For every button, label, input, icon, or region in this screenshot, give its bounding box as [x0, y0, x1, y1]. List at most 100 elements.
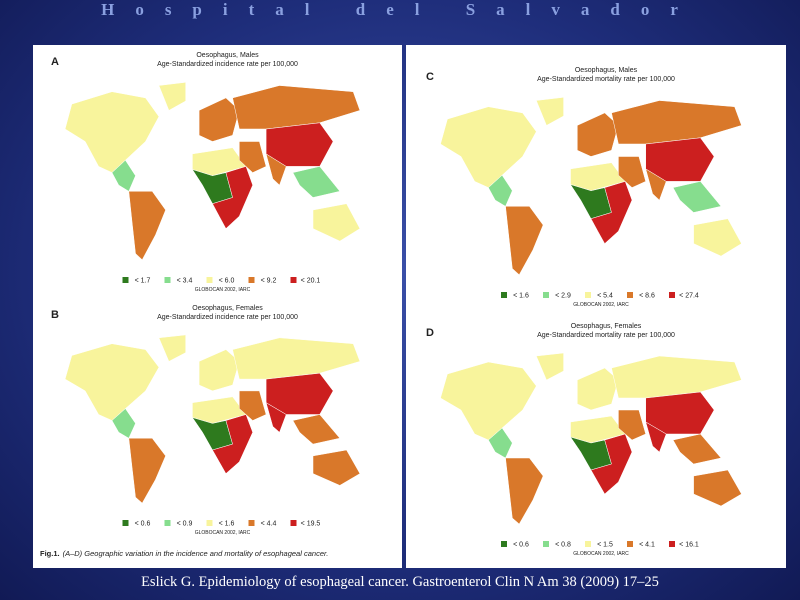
legend-swatch	[290, 277, 297, 283]
map-source: GLOBOCAN 2002, IARC	[195, 530, 251, 536]
legend-label: < 2.9	[555, 293, 571, 300]
map-region	[505, 206, 544, 276]
map-panel: C Oesophagus, Males Age-Standardized morta…	[426, 67, 742, 308]
map-region	[570, 415, 626, 444]
legend-label: < 0.8	[555, 542, 571, 549]
map-region	[505, 457, 544, 525]
legend-swatch	[627, 292, 633, 298]
legend-label: < 1.6	[513, 293, 529, 300]
panel-subtitle: Age-Standardized mortality rate per 100,…	[537, 332, 675, 339]
map-source: GLOBOCAN 2002, IARC	[573, 302, 629, 308]
map-region	[693, 218, 742, 257]
legend-label: < 1.5	[597, 542, 613, 549]
map-region	[577, 112, 619, 157]
legend-label: < 8.6	[639, 293, 655, 300]
map-region	[64, 91, 160, 173]
map-region	[198, 97, 240, 142]
map-region	[158, 334, 186, 362]
legend-swatch	[627, 541, 633, 547]
legend-swatch	[290, 520, 297, 526]
legend-swatch	[585, 541, 591, 547]
slide-header: Hospital del Salvador	[101, 0, 699, 19]
legend-swatch	[164, 277, 171, 283]
map-region	[618, 409, 646, 441]
map-region	[672, 181, 722, 213]
legend-label: < 4.4	[261, 521, 277, 528]
figure-caption: Fig.1. (A–D) Geographic variation in the …	[40, 549, 328, 558]
legend-label: < 5.4	[597, 293, 613, 300]
panel-letter: A	[51, 56, 59, 68]
map-region	[488, 427, 513, 459]
legend-label: < 16.1	[679, 542, 699, 549]
legend-swatch	[206, 520, 213, 526]
map-region	[645, 137, 715, 182]
map-region	[192, 396, 247, 424]
map-region	[239, 390, 267, 421]
map-region	[292, 166, 341, 198]
map-region	[618, 156, 646, 188]
map-region	[535, 352, 564, 381]
panel-subtitle: Age-Standardized incidence rate per 100,…	[157, 61, 298, 68]
panel-subtitle: Age-Standardized mortality rate per 100,…	[537, 76, 675, 83]
map-region	[570, 162, 626, 191]
legend-label: < 0.9	[177, 521, 193, 528]
caption-text: (A–D) Geographic variation in the incide…	[62, 549, 329, 558]
legend-label: < 1.7	[135, 278, 151, 285]
panel-title: Oesophagus, Males	[196, 52, 259, 59]
map-region	[312, 203, 361, 242]
legend-label: < 0.6	[135, 521, 151, 528]
map-region	[158, 82, 186, 111]
legend-swatch	[206, 277, 213, 283]
map-region	[232, 85, 361, 130]
legend-swatch	[669, 541, 675, 547]
map-region	[64, 343, 160, 421]
map-region	[590, 181, 633, 244]
legend-label: < 9.2	[261, 278, 277, 285]
panel-title: Oesophagus, Females	[571, 323, 642, 330]
legend-label: < 4.1	[639, 542, 655, 549]
map-region	[292, 414, 341, 445]
legend-swatch	[501, 541, 507, 547]
legend-label: < 27.4	[679, 293, 699, 300]
map-region	[645, 421, 667, 453]
legend-swatch	[122, 520, 129, 526]
legend-label: < 19.5	[301, 521, 321, 528]
map-region	[672, 433, 722, 465]
map-region	[577, 367, 619, 411]
panel-subtitle: Age-Standardized incidence rate per 100,…	[157, 314, 298, 321]
map-panel: A Oesophagus, Males Age-Standardized incid…	[51, 52, 361, 293]
map-source: GLOBOCAN 2002, IARC	[195, 287, 251, 293]
map-region	[488, 174, 513, 207]
map-source: GLOBOCAN 2002, IARC	[573, 551, 629, 557]
map-region	[645, 391, 715, 435]
panel-title: Oesophagus, Males	[575, 67, 638, 74]
map-region	[111, 408, 136, 439]
map-region	[535, 97, 564, 126]
map-region	[192, 147, 247, 176]
legend-swatch	[501, 292, 507, 298]
map-region	[265, 402, 287, 433]
legend-label: < 20.1	[301, 278, 321, 285]
legend-label: < 6.0	[219, 278, 235, 285]
map-region	[212, 166, 253, 230]
map-region	[128, 191, 166, 261]
map-region	[111, 159, 136, 192]
legend-swatch	[122, 277, 129, 283]
map-region	[440, 106, 537, 188]
map-region	[312, 449, 361, 486]
map-region	[611, 100, 742, 145]
caption-label: Fig.1.	[40, 549, 60, 558]
panel-letter: B	[51, 309, 59, 321]
map-region	[232, 337, 361, 380]
legend-label: < 0.6	[513, 542, 529, 549]
map-panel: B Oesophagus, Females Age-Standardized inc…	[51, 305, 361, 536]
map-region	[693, 469, 742, 507]
map-panel: D Oesophagus, Females Age-Standardized mor…	[426, 323, 742, 557]
map-region	[239, 141, 267, 173]
panel-letter: D	[426, 327, 434, 339]
legend-swatch	[543, 541, 549, 547]
panel-title: Oesophagus, Females	[192, 305, 263, 312]
legend-label: < 3.4	[177, 278, 193, 285]
map-region	[611, 355, 742, 399]
legend-swatch	[585, 292, 591, 298]
